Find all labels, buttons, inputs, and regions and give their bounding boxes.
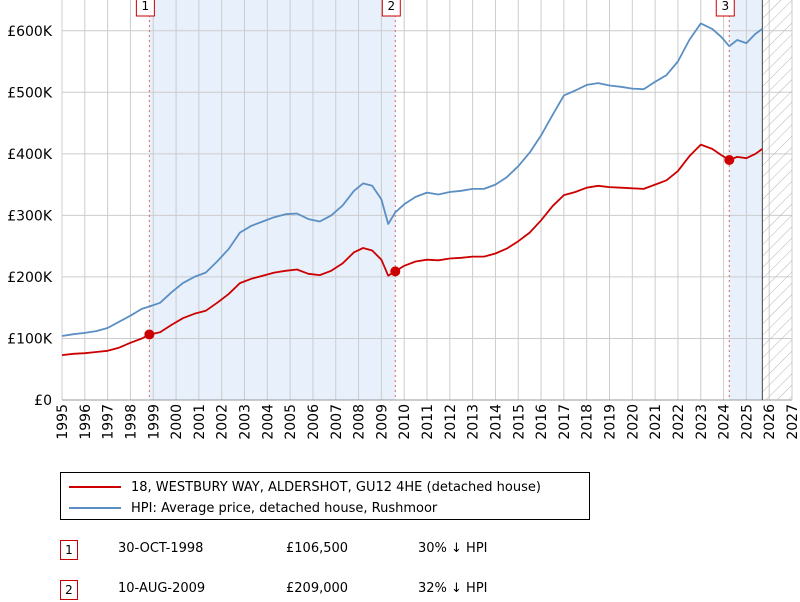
y-tick-label: £100K [7, 331, 53, 347]
x-tick-label: 2007 [329, 404, 345, 440]
x-tick-label: 2006 [306, 404, 322, 440]
x-tick-label: 2005 [283, 404, 299, 440]
x-tick-label: 1998 [123, 404, 139, 440]
shaded-period [149, 0, 396, 400]
x-tick-label: 2016 [534, 404, 550, 440]
x-tick-label: 2024 [717, 404, 733, 440]
sale-dot [724, 155, 735, 165]
x-tick-label: 2023 [694, 404, 710, 440]
sale-marker-number: 2 [387, 0, 395, 13]
x-tick-label: 2011 [420, 404, 436, 440]
x-tick-label: 2012 [443, 404, 459, 440]
x-tick-label: 2015 [511, 404, 527, 440]
chart-grid [61, 0, 793, 401]
x-tick-label: 2021 [648, 404, 664, 440]
x-tick-label: 1997 [101, 404, 117, 440]
x-tick-label: 2014 [488, 404, 504, 440]
x-tick-label: 2020 [625, 404, 641, 440]
sale-marker-box [381, 0, 401, 17]
sale-dot [144, 329, 155, 340]
x-tick-label: 2009 [374, 404, 390, 440]
sale-marker-box [135, 0, 155, 17]
sale-dot [390, 266, 401, 277]
x-tick-label: 2002 [215, 404, 231, 440]
x-tick-label: 2026 [762, 404, 778, 440]
property-price-line [61, 143, 763, 356]
x-tick-label: 2019 [603, 404, 619, 440]
sale-price: £209,000 [286, 581, 349, 596]
x-axis-ticks: 1995 1996 1997 1998 1999 2000 2001 2002 2003 2004… [55, 404, 800, 440]
x-tick-label: 2022 [671, 404, 687, 440]
sale-marker-labels: 1 2 3 [135, 0, 735, 17]
x-tick-label: 2010 [397, 404, 413, 440]
sale-marker-lines [148, 0, 730, 400]
x-tick-label: 2025 [739, 404, 755, 440]
legend-swatch-property [69, 486, 121, 488]
x-tick-label: 2000 [169, 404, 185, 440]
shaded-periods [149, 0, 763, 400]
chart-legend: 18, WESTBURY WAY, ALDERSHOT, GU12 4HE (d… [60, 472, 590, 520]
sale-hpi-diff: 30% ↓ HPI [418, 541, 488, 556]
y-tick-label: £200K [7, 270, 53, 286]
shaded-period [729, 0, 763, 400]
sale-number-badge: 1 [60, 540, 78, 560]
x-tick-label: 1999 [146, 404, 162, 440]
legend-label-property: 18, WESTBURY WAY, ALDERSHOT, GU12 4HE (d… [131, 479, 541, 495]
y-axis-ticks: £0 £100K £200K £300K £400K £500K £600K [7, 24, 53, 409]
y-tick-label: £500K [7, 85, 53, 101]
x-tick-label: 2003 [238, 404, 254, 440]
sale-marker-number: 1 [142, 0, 150, 13]
forecast-hatch [762, 0, 792, 400]
x-tick-label: 2001 [192, 404, 208, 440]
legend-item-hpi: HPI: Average price, detached house, Rush… [69, 498, 437, 518]
sale-date: 30-OCT-1998 [118, 541, 204, 556]
sale-price: £106,500 [286, 541, 349, 556]
x-tick-label: 2027 [785, 404, 800, 440]
x-tick-label: 2013 [466, 404, 482, 440]
y-tick-label: £300K [7, 208, 53, 224]
sale-number-badge: 2 [60, 580, 78, 600]
y-tick-label: £400K [7, 147, 53, 163]
legend-item-property: 18, WESTBURY WAY, ALDERSHOT, GU12 4HE (d… [69, 477, 541, 497]
legend-swatch-hpi [69, 507, 121, 509]
x-tick-label: 1996 [78, 404, 94, 440]
x-tick-label: 1995 [55, 404, 71, 440]
legend-label-hpi: HPI: Average price, detached house, Rush… [131, 500, 438, 516]
forecast-region [761, 0, 792, 400]
price-chart: £0£100K£200K£300K£400K£500K£600K 1995 199… [7, 0, 800, 440]
y-tick-label: £600K [7, 24, 53, 40]
x-tick-label: 2004 [260, 404, 276, 440]
sale-marker-number: 3 [721, 0, 729, 13]
sale-marker-box [715, 0, 735, 17]
sale-hpi-diff: 32% ↓ HPI [418, 581, 488, 596]
sale-date: 10-AUG-2009 [118, 581, 206, 596]
hpi-line [61, 22, 763, 337]
x-tick-label: 2018 [580, 404, 596, 440]
x-tick-label: 2008 [352, 404, 368, 440]
y-tick-label: £0 [34, 393, 52, 409]
x-tick-label: 2017 [557, 404, 573, 440]
sale-dots [144, 155, 735, 340]
chart-series [61, 22, 763, 356]
